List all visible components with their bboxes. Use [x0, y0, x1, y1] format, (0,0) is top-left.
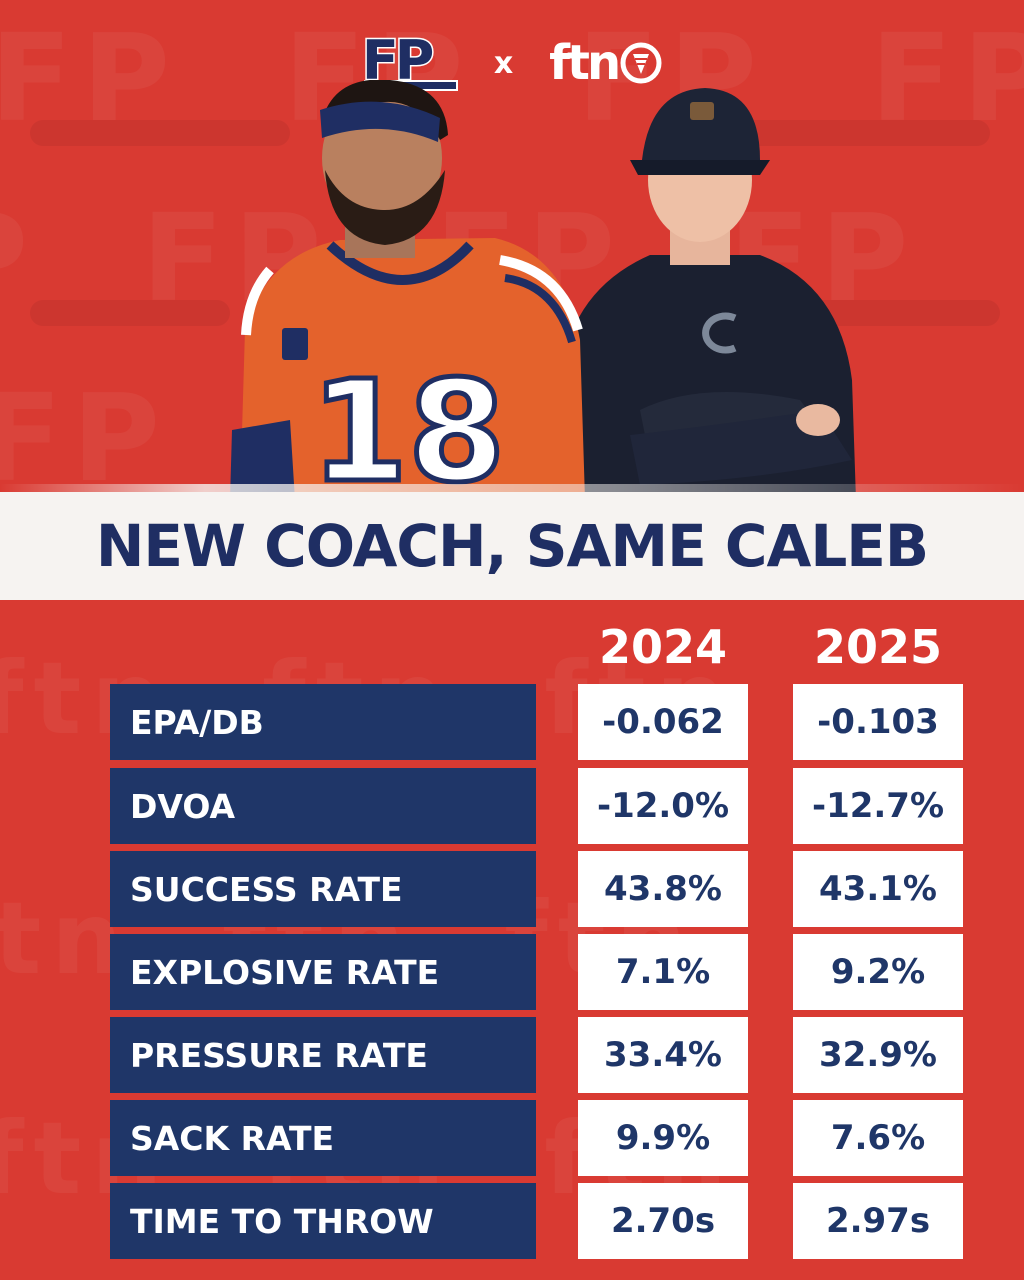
stat-row: SACK RATE 9.9% 7.6% [110, 1100, 963, 1176]
ftn-logo: ftn [549, 35, 662, 91]
svg-text:18: 18 [311, 351, 506, 500]
ftn-logo-text: ftn [549, 35, 621, 91]
players-photo: 18 [230, 80, 856, 500]
column-header-2024: 2024 [598, 620, 728, 674]
stat-value-2024: 33.4% [578, 1017, 748, 1093]
stat-value-2025: 2.97s [793, 1183, 963, 1259]
stat-row: EPA/DB -0.062 -0.103 [110, 684, 963, 760]
stat-label-cell: PRESSURE RATE [110, 1017, 536, 1093]
football-icon [620, 42, 662, 84]
stat-value-2024: 2.70s [578, 1183, 748, 1259]
headline-banner: NEW COACH, SAME CALEB [0, 484, 1024, 600]
stat-value-2024: 9.9% [578, 1100, 748, 1176]
stat-label: SACK RATE [130, 1118, 335, 1158]
stat-label-cell: DVOA [110, 768, 536, 844]
stat-value-2024: 7.1% [578, 934, 748, 1010]
stat-value-2025: -0.103 [793, 684, 963, 760]
stat-value-2024: 43.8% [578, 851, 748, 927]
quarterback-figure: 18 [230, 80, 585, 500]
stat-row: EXPLOSIVE RATE 7.1% 9.2% [110, 934, 963, 1010]
stat-row: SUCCESS RATE 43.8% 43.1% [110, 851, 963, 927]
stat-row: DVOA -12.0% -12.7% [110, 768, 963, 844]
stat-label: EXPLOSIVE RATE [130, 952, 440, 992]
stat-value-2024: -12.0% [578, 768, 748, 844]
stat-label-cell: EPA/DB [110, 684, 536, 760]
headline-title: NEW COACH, SAME CALEB [95, 512, 929, 580]
stat-label-cell: SUCCESS RATE [110, 851, 536, 927]
stat-row: PRESSURE RATE 33.4% 32.9% [110, 1017, 963, 1093]
stat-value-2025: 7.6% [793, 1100, 963, 1176]
stat-value-2025: 9.2% [793, 934, 963, 1010]
stat-label-cell: EXPLOSIVE RATE [110, 934, 536, 1010]
stat-label: TIME TO THROW [130, 1201, 434, 1241]
stat-label: SUCCESS RATE [130, 869, 403, 909]
stat-value-2025: -12.7% [793, 768, 963, 844]
coach-figure [560, 88, 856, 500]
column-header-2025: 2025 [813, 620, 943, 674]
stat-label-cell: TIME TO THROW [110, 1183, 536, 1259]
stat-value-2025: 32.9% [793, 1017, 963, 1093]
stat-label: PRESSURE RATE [130, 1035, 428, 1075]
stat-value-2025: 43.1% [793, 851, 963, 927]
stat-label: DVOA [130, 786, 236, 826]
stat-row: TIME TO THROW 2.70s 2.97s [110, 1183, 963, 1259]
stat-label: EPA/DB [130, 702, 264, 742]
stat-label-cell: SACK RATE [110, 1100, 536, 1176]
collab-separator: x [493, 45, 514, 81]
stat-value-2024: -0.062 [578, 684, 748, 760]
